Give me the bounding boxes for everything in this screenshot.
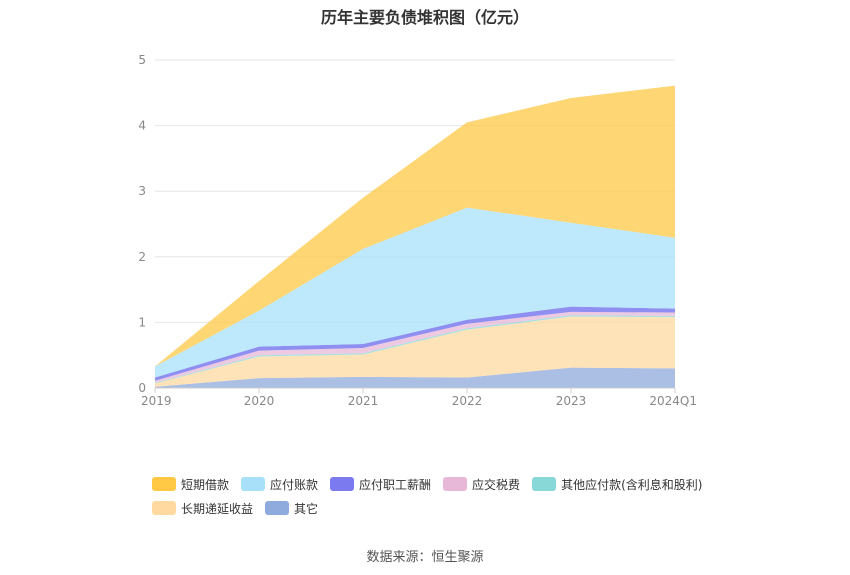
legend-item[interactable]: 其它	[265, 500, 318, 517]
y-tick-label: 2	[138, 250, 146, 264]
x-tick-label: 2021	[348, 394, 379, 408]
y-tick-label: 5	[138, 53, 146, 67]
x-tick-label: 2022	[452, 394, 483, 408]
legend-label: 短期借款	[181, 477, 230, 492]
legend-row: 短期借款 应付账款 应付职工薪酬 应交税费 其他应付款(含利息和股利)	[152, 472, 752, 496]
legend-swatch	[532, 477, 557, 491]
area-series-0	[155, 367, 675, 388]
legend-item[interactable]: 短期借款	[152, 476, 229, 493]
x-tick-label: 2024Q1	[649, 394, 697, 408]
legend-swatch	[241, 477, 266, 491]
y-tick-label: 1	[138, 315, 146, 329]
chart-title: 历年主要负债堆积图（亿元）	[320, 8, 529, 27]
area-series-1	[155, 316, 675, 387]
legend-label: 长期递延收益	[181, 501, 254, 516]
area-series-5	[155, 207, 675, 378]
legend: 短期借款 应付账款 应付职工薪酬 应交税费 其他应付款(含利息和股利) 长期递延收益 其它	[152, 472, 752, 520]
legend-row: 长期递延收益 其它	[152, 496, 752, 520]
legend-label: 其它	[294, 501, 319, 516]
y-tick-label: 3	[138, 184, 146, 198]
legend-item[interactable]: 应付职工薪酬	[330, 476, 431, 493]
legend-item[interactable]: 应交税费	[443, 476, 520, 493]
legend-item[interactable]: 其他应付款(含利息和股利)	[532, 476, 702, 493]
legend-label: 应付职工薪酬	[359, 477, 432, 492]
legend-swatch	[152, 501, 176, 515]
legend-item[interactable]: 应付账款	[241, 476, 318, 493]
x-tick-label: 2023	[556, 394, 587, 408]
legend-swatch	[265, 501, 290, 515]
y-tick-label: 0	[138, 381, 146, 395]
legend-label: 应付账款	[270, 477, 319, 492]
legend-swatch	[152, 477, 176, 491]
area-series-6	[155, 85, 675, 367]
x-tick-label: 2019	[141, 394, 172, 408]
legend-swatch	[330, 477, 355, 491]
source-note: 数据来源：恒生聚源	[366, 550, 484, 565]
legend-swatch	[443, 477, 468, 491]
legend-label: 应交税费	[472, 477, 521, 492]
x-tick-label: 2020	[244, 394, 275, 408]
legend-label: 其他应付款(含利息和股利)	[561, 477, 703, 492]
area-layers	[155, 85, 675, 388]
y-tick-label: 4	[138, 119, 146, 133]
legend-item[interactable]: 长期递延收益	[152, 500, 253, 517]
axes: 0 1 2 3 4 5 2019 2020 2021 2022 2023 2024Q1	[138, 53, 697, 408]
